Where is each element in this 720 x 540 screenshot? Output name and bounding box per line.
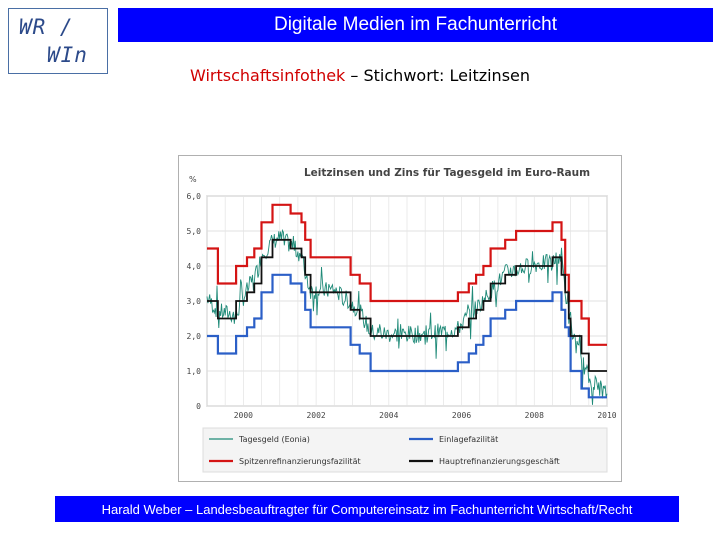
footer-text: Harald Weber – Landesbeauftragter für Co… [101,501,633,517]
chart-container: Leitzinsen und Zins für Tagesgeld im Eur… [178,155,622,482]
subtitle-source: Wirtschaftsinfothek [189,66,346,85]
wr-win-logo: WR / WIn [8,8,108,74]
y-tick-label: 6,0 [187,192,202,201]
y-tick-label: 5,0 [187,227,202,236]
logo-line-1: WR / [19,15,74,39]
subtitle-keyword: – Stichwort: Leitzinsen [345,66,531,85]
series-haupt [207,238,607,372]
x-tick-label: 2008 [525,411,544,420]
x-tick-label: 2004 [379,411,398,420]
x-tick-label: 2006 [452,411,471,420]
y-tick-label: 3,0 [187,297,202,306]
legend-label-tagesgeld: Tagesgeld (Eonia) [238,435,310,444]
x-tick-label: 2002 [306,411,325,420]
x-axis-ticks: 2000 2002 2004 2006 2008 2010 [234,411,617,420]
page-title: Digitale Medien im Fachunterricht [273,14,557,35]
chart-legend: Tagesgeld (Eonia) Einlagefazilität Spitzen… [202,427,608,473]
x-tick-label: 2000 [234,411,253,420]
y-tick-label: 2,0 [187,332,202,341]
legend-box [202,427,608,473]
leitzinsen-chart: Leitzinsen und Zins für Tagesgeld im Eur… [187,167,617,473]
footer-banner: Harald Weber – Landesbeauftragter für Co… [55,496,679,522]
y-tick-label: 4,0 [187,262,202,271]
y-axis-unit: % [189,175,197,184]
y-axis-ticks: 0 1,0 2,0 3,0 4,0 5,0 6,0 [187,192,202,411]
subtitle: Wirtschaftsinfothek – Stichwort: Leitzin… [0,66,720,85]
logo-line-2: WIn [47,43,88,67]
legend-label-einlage: Einlagefazilität [439,435,498,444]
x-tick-label: 2010 [597,411,616,420]
legend-label-spitzen: Spitzenrefinanzierungsfazilität [239,457,361,466]
chart-title: Leitzinsen und Zins für Tagesgeld im Eur… [304,167,590,179]
y-tick-label: 0 [196,402,201,411]
y-tick-label: 1,0 [187,367,202,376]
series-einlage [207,273,607,399]
chart-series [206,203,608,405]
header-banner: Digitale Medien im Fachunterricht [118,8,713,42]
legend-label-haupt: Hauptrefinanzierungsgeschäft [439,457,560,466]
series-spitzen [207,203,607,346]
